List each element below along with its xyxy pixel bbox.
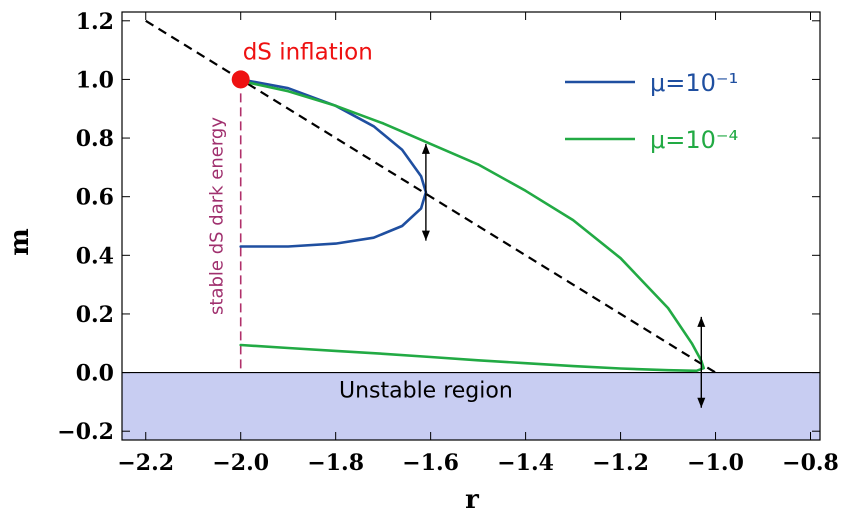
y-tick-label: 0.8 bbox=[76, 126, 114, 152]
dark-energy-label: stable dS dark energy bbox=[207, 117, 228, 315]
x-tick-label: −1.6 bbox=[402, 450, 459, 476]
x-axis-label: r bbox=[465, 485, 479, 515]
y-tick-label: 0.0 bbox=[76, 361, 114, 387]
plot-contents bbox=[122, 19, 820, 440]
inflation-point bbox=[231, 70, 250, 89]
plot-frame bbox=[121, 11, 821, 441]
legend-label-2: μ=10⁻⁴ bbox=[650, 126, 738, 154]
x-tick-label: −1.0 bbox=[687, 450, 744, 476]
y-tick-label: 1.2 bbox=[76, 9, 114, 35]
x-tick-label: −2.0 bbox=[212, 450, 269, 476]
arrow-head-top-1 bbox=[421, 143, 430, 154]
plot-area: −2.2 −2.0 −1.8 −1.6 −1.4 −1.2 −1.0 −0.8 −0.2 0.0 0… bbox=[57, 9, 839, 476]
y-tick-label: 0.2 bbox=[76, 302, 114, 328]
y-tick-label: 0.6 bbox=[76, 185, 114, 211]
inflation-label: dS inflation bbox=[243, 39, 373, 65]
y-tick-label: 1.0 bbox=[76, 67, 114, 93]
arrow-head-bottom-1 bbox=[421, 230, 430, 241]
x-tick-label: −1.8 bbox=[307, 450, 364, 476]
x-tick-label: −1.2 bbox=[592, 450, 649, 476]
unstable-region bbox=[122, 372, 820, 440]
y-axis-label: m bbox=[5, 228, 35, 256]
y-tick-label: 0.4 bbox=[76, 243, 114, 269]
arrow-head-top-2 bbox=[697, 316, 706, 327]
arrow-head-bottom-2 bbox=[697, 397, 706, 408]
y-tick-label: −0.2 bbox=[57, 419, 114, 445]
series-line-2 bbox=[239, 79, 705, 373]
x-tick-label: −0.8 bbox=[782, 450, 839, 476]
legend-label-1: μ=10⁻¹ bbox=[650, 69, 738, 97]
x-tick-label: −1.4 bbox=[497, 450, 554, 476]
unstable-region-label: Unstable region bbox=[339, 378, 513, 403]
x-tick-label: −2.2 bbox=[117, 450, 174, 476]
